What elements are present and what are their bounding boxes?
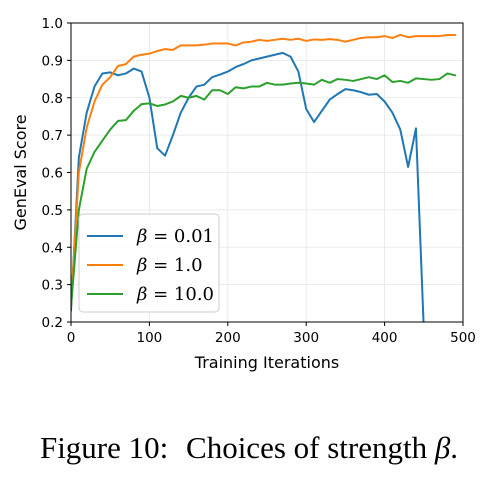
caption-symbol: β — [434, 430, 451, 465]
y-axis-ticks: 0.2 0.3 0.4 0.5 0.6 0.7 0.8 0.9 1.0 — [42, 16, 71, 331]
y-tick-label: 0.8 — [42, 91, 63, 107]
series-line-0 — [71, 51, 425, 322]
x-tick-label: 500 — [450, 330, 476, 346]
legend-label-1: β = 1.0 — [136, 255, 203, 276]
legend: β = 0.01β = 1.0β = 10.0 — [78, 213, 220, 313]
y-tick-label: 1.0 — [42, 16, 63, 32]
caption-period: . — [450, 430, 459, 465]
x-tick-label: 400 — [372, 330, 398, 346]
y-tick-label: 0.6 — [42, 166, 63, 182]
line-chart: 0 100 200 300 400 500 0.20.30.40.50.60.70.80.… — [11, 16, 476, 372]
y-tick-label: 0.4 — [42, 240, 63, 256]
figure-number: Figure 10: — [39, 430, 169, 465]
x-tick-label: 100 — [137, 330, 163, 346]
y-tick-label: 0.7 — [42, 128, 63, 144]
legend-value: = 10.0 — [147, 284, 214, 305]
y-tick-label: 0.9 — [42, 53, 63, 69]
x-axis-ticks: 0 100 200 300 400 500 — [67, 322, 476, 346]
legend-value: = 1.0 — [147, 255, 202, 276]
legend-label-2: β = 10.0 — [136, 284, 214, 305]
legend-symbol: β — [136, 226, 147, 247]
series-line-1 — [71, 33, 457, 309]
y-axis-label: GenEval Score — [11, 114, 30, 230]
x-tick-label: 200 — [215, 330, 241, 346]
series-line-2 — [71, 72, 457, 309]
legend-symbol: β — [136, 284, 147, 305]
y-tick-label: 0.3 — [42, 278, 63, 294]
caption-text: Choices of strength — [186, 430, 428, 465]
x-axis-label: Training Iterations — [194, 353, 339, 372]
legend-box — [78, 213, 220, 313]
x-tick-label: 300 — [293, 330, 319, 346]
y-tick-label: 0.5 — [42, 203, 63, 219]
series-lines — [71, 33, 457, 322]
x-tick-label: 0 — [67, 330, 76, 346]
figure-caption: Figure 10: Choices of strength β. — [0, 430, 498, 466]
y-tick-label: 0.2 — [42, 315, 63, 331]
legend-symbol: β — [136, 255, 147, 276]
legend-label-0: β = 0.01 — [136, 226, 214, 247]
legend-value: = 0.01 — [147, 226, 214, 247]
